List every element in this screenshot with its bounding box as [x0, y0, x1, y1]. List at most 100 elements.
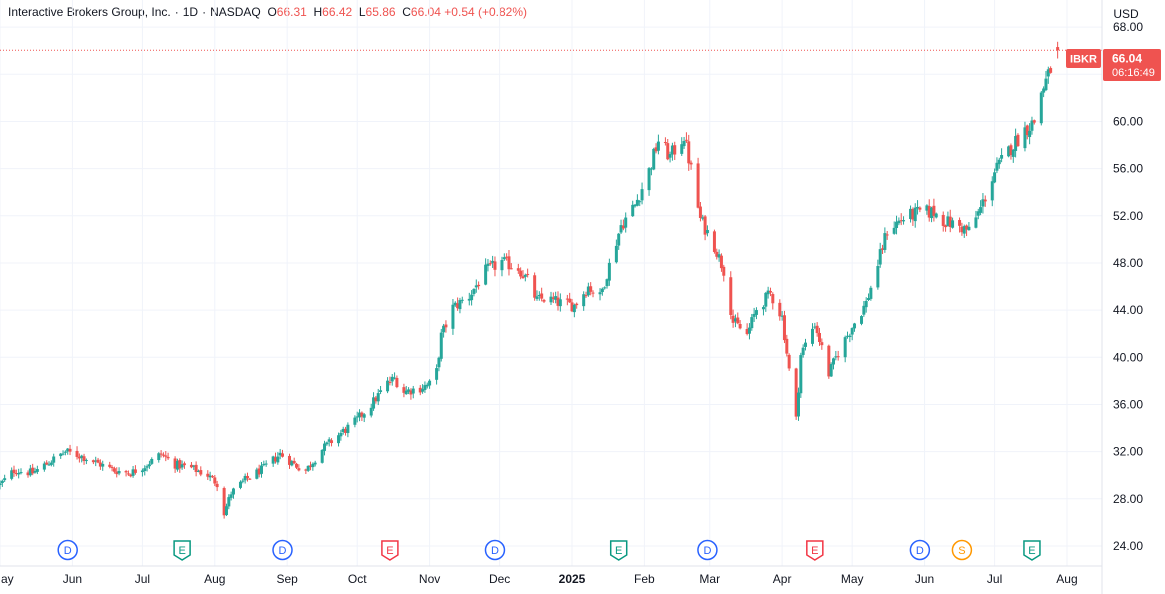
candle — [313, 460, 317, 467]
price-badge: IBKR 66.04 06:16:49 — [1066, 49, 1161, 81]
currency-label[interactable]: USD — [1113, 7, 1139, 21]
candle — [521, 270, 525, 279]
event-marker-e[interactable]: E — [609, 540, 628, 561]
candle — [80, 454, 84, 463]
candle — [605, 278, 609, 289]
event-marker-e[interactable]: E — [1023, 540, 1041, 561]
candle — [649, 167, 653, 176]
candle — [1042, 86, 1046, 98]
candle — [472, 288, 476, 297]
candle — [98, 459, 102, 470]
event-marker-s[interactable]: S — [951, 539, 973, 561]
price-tick-label: 52.00 — [1113, 209, 1143, 223]
candle — [346, 422, 350, 438]
candle — [320, 449, 324, 464]
low-value: 65.86 — [365, 5, 396, 19]
candle — [976, 208, 980, 220]
candle — [502, 253, 506, 261]
candle — [231, 487, 235, 499]
candle — [411, 385, 415, 399]
candle — [846, 331, 850, 339]
high-label: H — [313, 5, 323, 19]
candle — [909, 205, 913, 223]
candle — [0, 480, 2, 490]
candle — [1039, 90, 1043, 126]
candle — [815, 322, 819, 337]
candle — [33, 467, 37, 474]
event-marker-d[interactable]: D — [909, 539, 931, 561]
candle — [281, 449, 285, 458]
candle — [421, 384, 425, 394]
candle — [958, 217, 962, 233]
candle — [673, 141, 677, 160]
candle — [435, 364, 439, 385]
candle — [182, 461, 186, 469]
symbol-name[interactable]: Interactive Brokers Group, Inc. — [8, 5, 171, 19]
candle — [934, 212, 938, 219]
candle — [255, 467, 259, 480]
candle — [979, 200, 983, 216]
event-marker-d[interactable]: D — [57, 539, 78, 561]
interval-label[interactable]: 1D — [182, 5, 199, 19]
candle — [794, 367, 798, 420]
candle — [124, 469, 128, 477]
event-marker-e[interactable]: E — [806, 540, 824, 561]
candle — [1016, 133, 1020, 147]
event-marker-text: E — [1028, 545, 1035, 557]
candle — [309, 461, 313, 471]
candle — [456, 297, 460, 311]
event-marker-text: D — [491, 545, 499, 557]
event-marker-d[interactable]: D — [697, 539, 718, 561]
candle — [698, 201, 702, 222]
candle — [222, 486, 226, 519]
ticker-badge-text: IBKR — [1070, 54, 1097, 66]
candle — [918, 206, 922, 213]
candle — [586, 282, 590, 297]
price-axis[interactable]: 24.00 28.00 32.00 36.00 40.00 44.00 48.00 52.00… — [1113, 20, 1143, 553]
candle — [157, 452, 161, 463]
candle — [147, 460, 151, 469]
candle — [1007, 145, 1011, 158]
event-marker-e[interactable]: E — [381, 540, 399, 561]
candle — [803, 338, 807, 351]
candle — [306, 465, 310, 472]
candle — [241, 478, 245, 484]
candle — [801, 344, 805, 358]
event-marker-e[interactable]: E — [173, 540, 191, 561]
candle — [621, 219, 625, 231]
time-axis[interactable]: ay Jun Jul Aug Sep Oct Nov Dec 2025 Feb Mar Apr May J… — [1, 572, 1078, 586]
candle — [45, 460, 49, 466]
candle — [110, 465, 114, 472]
candle — [388, 376, 392, 386]
candle — [944, 224, 948, 232]
candle — [962, 224, 966, 238]
candle — [663, 137, 667, 146]
candle — [827, 344, 831, 379]
candle — [84, 458, 88, 465]
candle — [0, 479, 4, 487]
time-tick-label: May — [841, 572, 864, 586]
event-marker-d[interactable]: D — [272, 539, 293, 561]
candle — [712, 229, 716, 254]
candle — [390, 373, 394, 386]
candle — [458, 297, 462, 314]
candle — [297, 464, 301, 472]
candle — [91, 459, 95, 465]
candle — [820, 338, 824, 350]
candle — [687, 134, 691, 171]
price-tick-label: 40.00 — [1113, 350, 1143, 364]
candle — [19, 468, 23, 475]
candle — [161, 452, 165, 458]
candle — [488, 260, 492, 266]
candle — [295, 462, 299, 470]
candle — [337, 432, 341, 447]
candle — [516, 263, 520, 274]
candle — [836, 350, 840, 361]
candle — [930, 206, 934, 223]
time-tick-label: Sep — [276, 572, 298, 586]
chart-legend: Interactive Brokers Group, Inc. · 1D · NASDA… — [8, 5, 528, 19]
candle — [1014, 128, 1018, 158]
event-marker-d[interactable]: D — [484, 539, 506, 561]
